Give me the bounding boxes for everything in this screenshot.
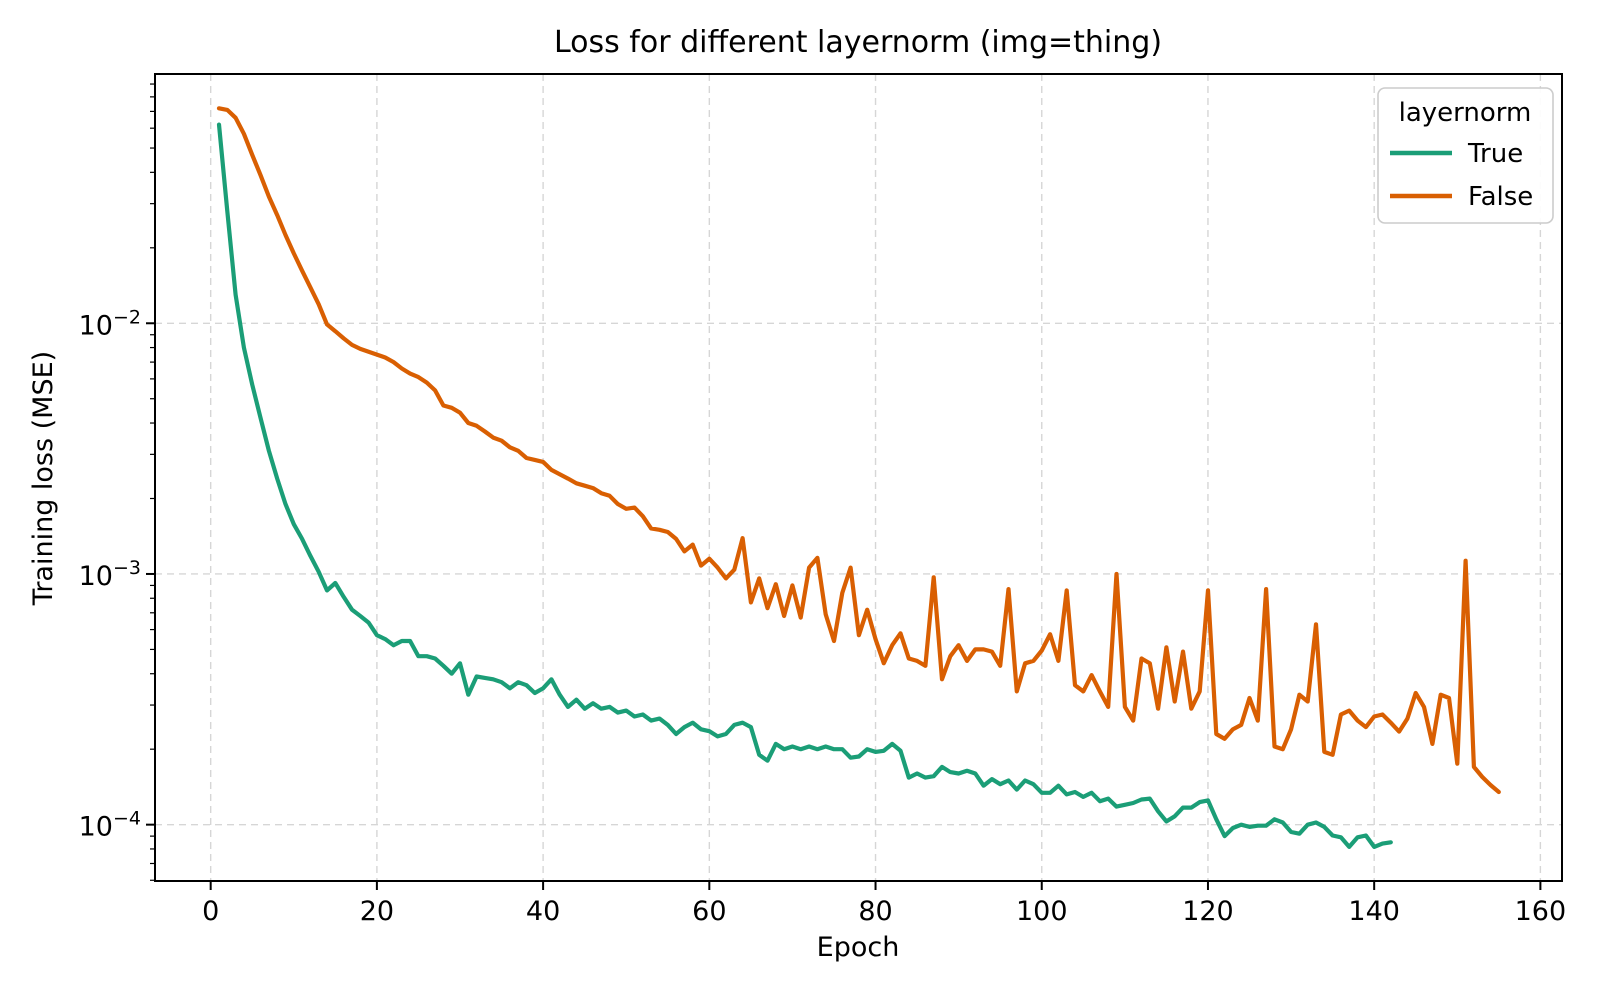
plot-border	[154, 73, 1563, 882]
y-tick-label: 10−4	[79, 808, 141, 843]
legend-title: layernorm	[1399, 98, 1532, 128]
y-tick-label: 10−3	[79, 557, 141, 592]
x-tick-label: 100	[1016, 896, 1068, 927]
legend: layernorm True False	[1377, 87, 1554, 224]
x-tick-label: 160	[1515, 896, 1567, 927]
series-line-true	[216, 122, 1393, 850]
x-tick-label: 40	[526, 896, 560, 927]
y-tick-label: 10−2	[79, 306, 141, 341]
legend-box	[1377, 87, 1554, 224]
x-axis-label: Epoch	[817, 932, 900, 963]
chart-title: Loss for different layernorm (img=thing)	[554, 25, 1162, 60]
legend-label-true: True	[1467, 139, 1523, 169]
y-axis-label: Training loss (MSE)	[28, 351, 59, 606]
x-tick-label: 80	[858, 896, 892, 927]
legend-label-false: False	[1468, 182, 1533, 212]
x-tick-label: 120	[1182, 896, 1234, 927]
x-tick-label: 140	[1348, 896, 1400, 927]
grid-lines	[155, 74, 1562, 881]
x-tick-label: 20	[360, 896, 394, 927]
axis-ticks: 0 20 40 60 80 100 120 140 160 10−2 10−3 10−4	[79, 83, 1567, 927]
x-tick-label: 60	[692, 896, 726, 927]
plot-series	[216, 106, 1501, 850]
x-tick-label: 0	[202, 896, 219, 927]
series-line-false	[216, 106, 1501, 795]
